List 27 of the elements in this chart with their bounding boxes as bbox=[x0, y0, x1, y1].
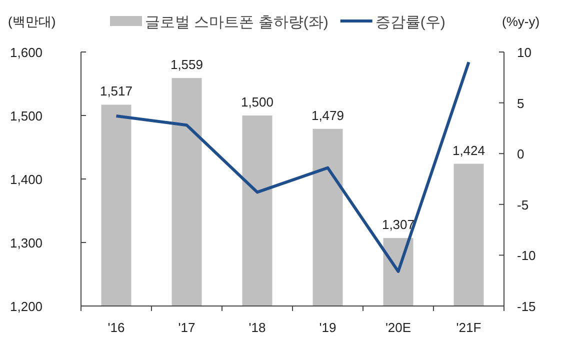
legend-label: 글로벌 스마트폰 출하량(좌) bbox=[145, 14, 328, 31]
x-tick-label: '18 bbox=[248, 320, 266, 335]
y2-tick-label: -5 bbox=[517, 197, 529, 212]
y2-axis-title: (%y-y) bbox=[502, 14, 540, 29]
x-tick-label: '21F bbox=[456, 320, 482, 335]
y-tick-label: 1,200 bbox=[10, 299, 43, 314]
data-label: 1,500 bbox=[240, 94, 274, 110]
data-label: 1,424 bbox=[452, 142, 486, 158]
y2-tick-label: 5 bbox=[517, 96, 524, 111]
data-label: 1,517 bbox=[100, 84, 133, 99]
y2-tick-label: -10 bbox=[517, 248, 536, 264]
y-tick-label: 1,500 bbox=[10, 108, 43, 124]
data-label: 1,559 bbox=[170, 57, 204, 72]
y-tick-label: 1,600 bbox=[10, 45, 43, 60]
y2-tick-label: 10 bbox=[517, 45, 532, 60]
data-label: 1,479 bbox=[311, 108, 344, 123]
y2-tick-label: 0 bbox=[517, 146, 524, 162]
x-tick-label: '17 bbox=[178, 320, 196, 335]
legend-label: 증감률(우) bbox=[375, 14, 446, 31]
y-tick-label: 1,400 bbox=[10, 172, 43, 187]
x-tick-label: '19 bbox=[319, 320, 336, 335]
y-axis-title: (백만대) bbox=[8, 14, 56, 29]
legend-증감률(우): 증감률(우) bbox=[340, 14, 446, 31]
y-tick-label: 1,300 bbox=[10, 236, 43, 250]
x-tick-label: '20E bbox=[385, 320, 412, 335]
x-tick-label: '16 bbox=[108, 320, 125, 335]
y2-tick-label: -15 bbox=[517, 299, 536, 314]
